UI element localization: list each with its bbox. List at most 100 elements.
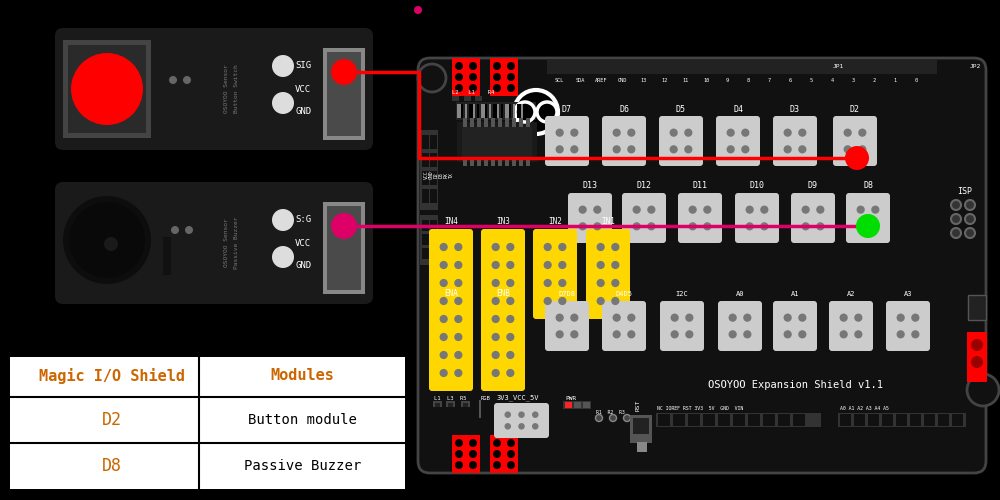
- Bar: [896, 414, 907, 426]
- Text: RST: RST: [636, 400, 640, 410]
- Circle shape: [493, 439, 501, 447]
- Circle shape: [854, 314, 862, 322]
- Bar: [420, 215, 438, 265]
- Circle shape: [556, 128, 564, 137]
- Circle shape: [493, 461, 501, 469]
- Text: SCL: SCL: [554, 78, 564, 82]
- Bar: [547, 60, 937, 74]
- FancyBboxPatch shape: [481, 301, 525, 391]
- FancyBboxPatch shape: [660, 301, 704, 351]
- Circle shape: [506, 333, 514, 341]
- Circle shape: [840, 330, 848, 338]
- FancyBboxPatch shape: [659, 116, 703, 166]
- Bar: [457, 122, 537, 162]
- Circle shape: [684, 128, 692, 137]
- Circle shape: [670, 145, 678, 154]
- Circle shape: [703, 206, 711, 214]
- Circle shape: [493, 450, 501, 458]
- FancyBboxPatch shape: [545, 116, 589, 166]
- Circle shape: [627, 330, 635, 338]
- Bar: [484, 157, 488, 166]
- Bar: [778, 414, 790, 426]
- Bar: [470, 118, 474, 127]
- Circle shape: [951, 200, 961, 210]
- Text: D4D5: D4D5: [616, 291, 633, 297]
- Bar: [481, 104, 485, 118]
- Circle shape: [597, 243, 605, 251]
- Bar: [505, 157, 509, 166]
- Circle shape: [570, 145, 578, 154]
- Circle shape: [504, 412, 511, 418]
- Circle shape: [506, 279, 514, 287]
- Bar: [422, 248, 429, 259]
- Circle shape: [570, 128, 578, 137]
- Circle shape: [844, 128, 852, 137]
- Bar: [461, 104, 463, 118]
- Text: D6: D6: [619, 104, 629, 114]
- Circle shape: [507, 439, 515, 447]
- Circle shape: [454, 243, 462, 251]
- Circle shape: [506, 315, 514, 323]
- Bar: [491, 157, 495, 166]
- Text: 12: 12: [661, 78, 667, 82]
- Circle shape: [633, 206, 641, 214]
- Text: TX: TX: [448, 172, 454, 178]
- Text: Button Switch: Button Switch: [234, 64, 240, 114]
- Bar: [8, 355, 406, 490]
- Circle shape: [455, 84, 463, 92]
- Bar: [763, 414, 775, 426]
- Bar: [637, 442, 647, 452]
- Circle shape: [558, 279, 566, 287]
- Circle shape: [611, 279, 619, 287]
- Circle shape: [971, 339, 983, 351]
- Text: 6: 6: [788, 78, 792, 82]
- Text: OSOYOO Expansion Shield v1.1: OSOYOO Expansion Shield v1.1: [708, 380, 883, 390]
- Bar: [688, 414, 700, 426]
- Circle shape: [784, 330, 792, 338]
- Circle shape: [967, 374, 999, 406]
- Circle shape: [454, 279, 462, 287]
- Bar: [430, 153, 437, 167]
- Text: SDA: SDA: [575, 78, 585, 82]
- Bar: [526, 118, 530, 127]
- Circle shape: [671, 330, 679, 338]
- Circle shape: [856, 214, 880, 238]
- Circle shape: [729, 314, 737, 322]
- Circle shape: [440, 369, 448, 377]
- FancyBboxPatch shape: [418, 58, 986, 473]
- Text: D2: D2: [102, 411, 122, 429]
- Text: L2   L1    R4: L2 L1 R4: [452, 90, 494, 96]
- Circle shape: [455, 450, 463, 458]
- Bar: [513, 104, 515, 118]
- Bar: [422, 171, 429, 185]
- Circle shape: [611, 261, 619, 269]
- Bar: [882, 414, 893, 426]
- Bar: [323, 202, 365, 294]
- Bar: [8, 355, 406, 490]
- FancyBboxPatch shape: [886, 301, 930, 351]
- Circle shape: [816, 222, 824, 230]
- Circle shape: [684, 145, 692, 154]
- Circle shape: [798, 330, 806, 338]
- Circle shape: [840, 314, 848, 322]
- Circle shape: [185, 226, 193, 234]
- Bar: [512, 118, 516, 127]
- Text: I2C: I2C: [676, 291, 688, 297]
- Bar: [519, 118, 523, 127]
- Circle shape: [440, 279, 448, 287]
- Text: Modules: Modules: [271, 368, 334, 384]
- Circle shape: [802, 222, 810, 230]
- FancyBboxPatch shape: [429, 229, 473, 319]
- Circle shape: [469, 73, 477, 81]
- Circle shape: [492, 297, 500, 305]
- Circle shape: [455, 461, 463, 469]
- Text: GND: GND: [295, 108, 311, 116]
- Bar: [430, 135, 437, 149]
- Circle shape: [858, 128, 866, 137]
- Text: 13: 13: [640, 78, 646, 82]
- Circle shape: [440, 297, 448, 305]
- Circle shape: [492, 369, 500, 377]
- Bar: [910, 414, 921, 426]
- Circle shape: [743, 314, 751, 322]
- Circle shape: [492, 351, 500, 359]
